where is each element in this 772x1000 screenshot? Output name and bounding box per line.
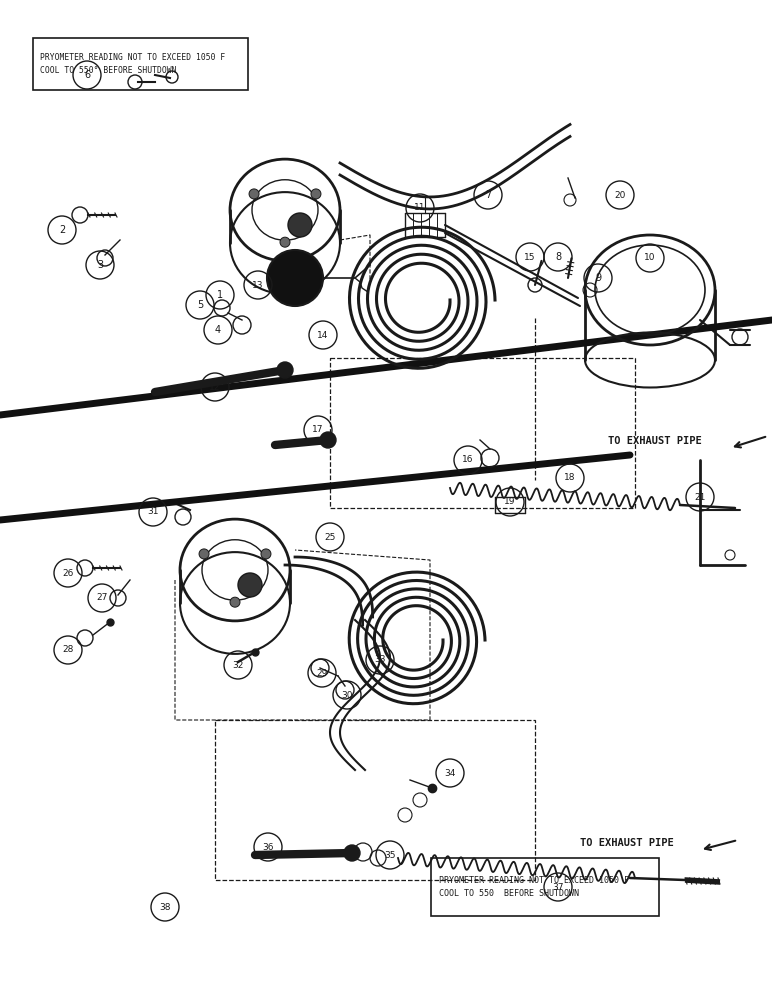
- Text: 19: 19: [504, 497, 516, 506]
- Text: 18: 18: [564, 474, 576, 483]
- Text: 5: 5: [197, 300, 203, 310]
- Text: 38: 38: [159, 902, 171, 912]
- Circle shape: [267, 250, 323, 306]
- Text: 10: 10: [645, 253, 655, 262]
- Circle shape: [280, 237, 290, 247]
- Text: 14: 14: [317, 330, 329, 340]
- Text: 33: 33: [374, 656, 386, 664]
- Text: 15: 15: [524, 252, 536, 261]
- Circle shape: [230, 597, 240, 607]
- Text: 31: 31: [147, 508, 159, 516]
- Text: 16: 16: [462, 456, 474, 464]
- Text: 17: 17: [312, 426, 323, 434]
- Text: 12: 12: [209, 382, 221, 391]
- Text: 21: 21: [694, 492, 706, 502]
- Text: 20: 20: [615, 190, 625, 200]
- Circle shape: [238, 573, 262, 597]
- Circle shape: [344, 845, 360, 861]
- Text: 25: 25: [324, 532, 336, 542]
- Circle shape: [261, 549, 271, 559]
- Text: 2: 2: [59, 225, 65, 235]
- Text: 6: 6: [84, 70, 90, 80]
- Circle shape: [199, 549, 209, 559]
- Text: 11: 11: [415, 204, 425, 213]
- Circle shape: [277, 362, 293, 378]
- Text: 3: 3: [97, 260, 103, 270]
- Text: TO EXHAUST PIPE: TO EXHAUST PIPE: [580, 838, 674, 848]
- Text: 28: 28: [63, 646, 73, 654]
- Bar: [215, 720, 535, 880]
- Text: 4: 4: [215, 325, 221, 335]
- Circle shape: [249, 189, 259, 199]
- Circle shape: [320, 432, 336, 448]
- Text: 35: 35: [384, 850, 396, 859]
- Text: 32: 32: [232, 660, 244, 670]
- Circle shape: [311, 189, 321, 199]
- Text: 34: 34: [445, 768, 455, 778]
- Text: PRYOMETER READING NOT TO EXCEED 1050 F
COOL TO 550° BEFORE SHUTDOWN: PRYOMETER READING NOT TO EXCEED 1050 F C…: [40, 53, 225, 75]
- Bar: [33, 38, 248, 90]
- Text: 26: 26: [63, 568, 73, 578]
- Text: 36: 36: [262, 842, 274, 852]
- Text: 9: 9: [595, 273, 601, 283]
- Text: 27: 27: [96, 593, 107, 602]
- Text: 7: 7: [485, 190, 491, 200]
- Text: 30: 30: [341, 690, 353, 700]
- Text: TO EXHAUST PIPE: TO EXHAUST PIPE: [608, 436, 702, 446]
- Text: 8: 8: [555, 252, 561, 262]
- Text: 29: 29: [317, 668, 327, 678]
- Text: PRYOMETER READING NOT TO EXCEED 1050 F
COOL TO 550  BEFORE SHUTDOWN: PRYOMETER READING NOT TO EXCEED 1050 F C…: [438, 876, 628, 898]
- Text: 1: 1: [217, 290, 223, 300]
- Bar: [431, 858, 659, 916]
- Circle shape: [288, 213, 312, 237]
- Text: 37: 37: [552, 882, 564, 892]
- Text: 13: 13: [252, 280, 264, 290]
- Bar: [330, 358, 635, 508]
